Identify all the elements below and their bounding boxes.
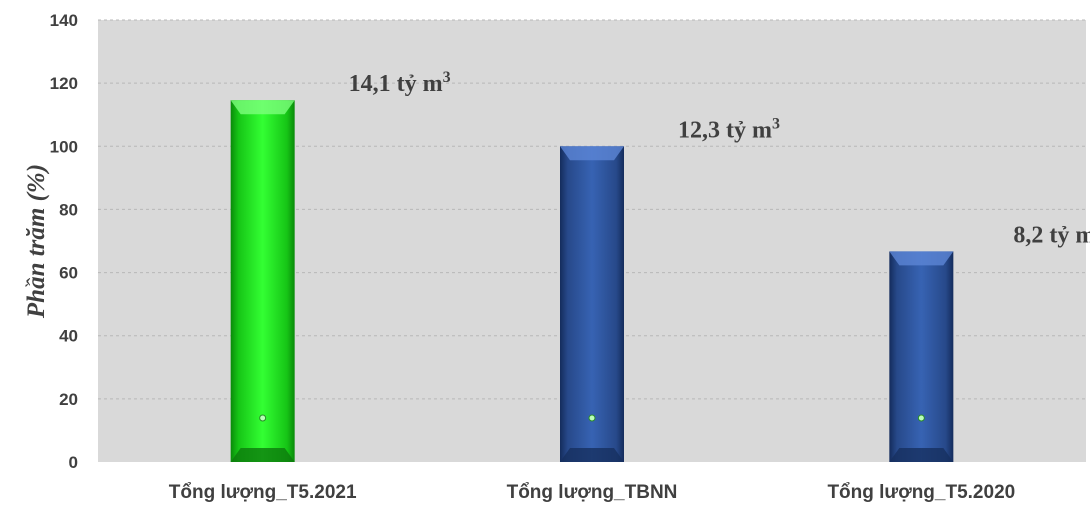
data-label: 12,3 tỷ m3 bbox=[678, 115, 780, 143]
bar-bevel-bottom bbox=[230, 448, 295, 462]
data-label-superscript: 3 bbox=[443, 69, 451, 86]
bar-marker bbox=[917, 414, 925, 422]
x-category-label: Tổng lượng_T5.2021 bbox=[169, 482, 357, 503]
data-label: 8,2 tỷ m3 bbox=[1013, 220, 1090, 248]
bar-bevel-top bbox=[230, 100, 295, 115]
y-tick-label: 100 bbox=[50, 137, 78, 156]
bar-body bbox=[889, 251, 954, 462]
data-label-value: 14,1 tỷ m bbox=[349, 71, 443, 97]
data-label-superscript: 3 bbox=[772, 115, 780, 132]
y-tick-label: 20 bbox=[59, 390, 78, 409]
data-label-value: 8,2 tỷ m bbox=[1013, 222, 1090, 248]
bar-body bbox=[560, 146, 624, 463]
y-tick-label: 0 bbox=[69, 453, 78, 472]
bar-bevel-top bbox=[560, 146, 624, 161]
bar bbox=[560, 146, 624, 463]
y-axis-title: Phần trăm (%) bbox=[23, 164, 50, 319]
y-axis-ticks: 0 20 40 60 80 100 120 140 bbox=[50, 11, 78, 472]
y-tick-label: 140 bbox=[50, 11, 78, 30]
x-category-label: Tổng lượng_TBNN bbox=[507, 482, 678, 503]
data-label-value: 12,3 tỷ m bbox=[678, 117, 772, 143]
y-tick-label: 80 bbox=[59, 200, 78, 219]
bar bbox=[230, 100, 295, 462]
y-tick-label: 60 bbox=[59, 264, 78, 283]
bar-body bbox=[230, 100, 295, 462]
bars bbox=[230, 100, 954, 463]
y-tick-label: 120 bbox=[50, 74, 78, 93]
y-tick-label: 40 bbox=[59, 327, 78, 346]
bar-marker bbox=[259, 414, 267, 422]
bar-bevel-bottom bbox=[889, 448, 954, 462]
bar bbox=[889, 251, 954, 462]
x-category-label: Tổng lượng_T5.2020 bbox=[827, 482, 1015, 503]
data-label: 14,1 tỷ m3 bbox=[349, 69, 451, 97]
bar-bevel-bottom bbox=[560, 448, 624, 462]
bar-marker bbox=[588, 414, 596, 422]
x-axis-categories: Tổng lượng_T5.2021 Tổng lượng_TBNN Tổng lư… bbox=[169, 482, 1015, 503]
bar-bevel-top bbox=[889, 251, 954, 266]
